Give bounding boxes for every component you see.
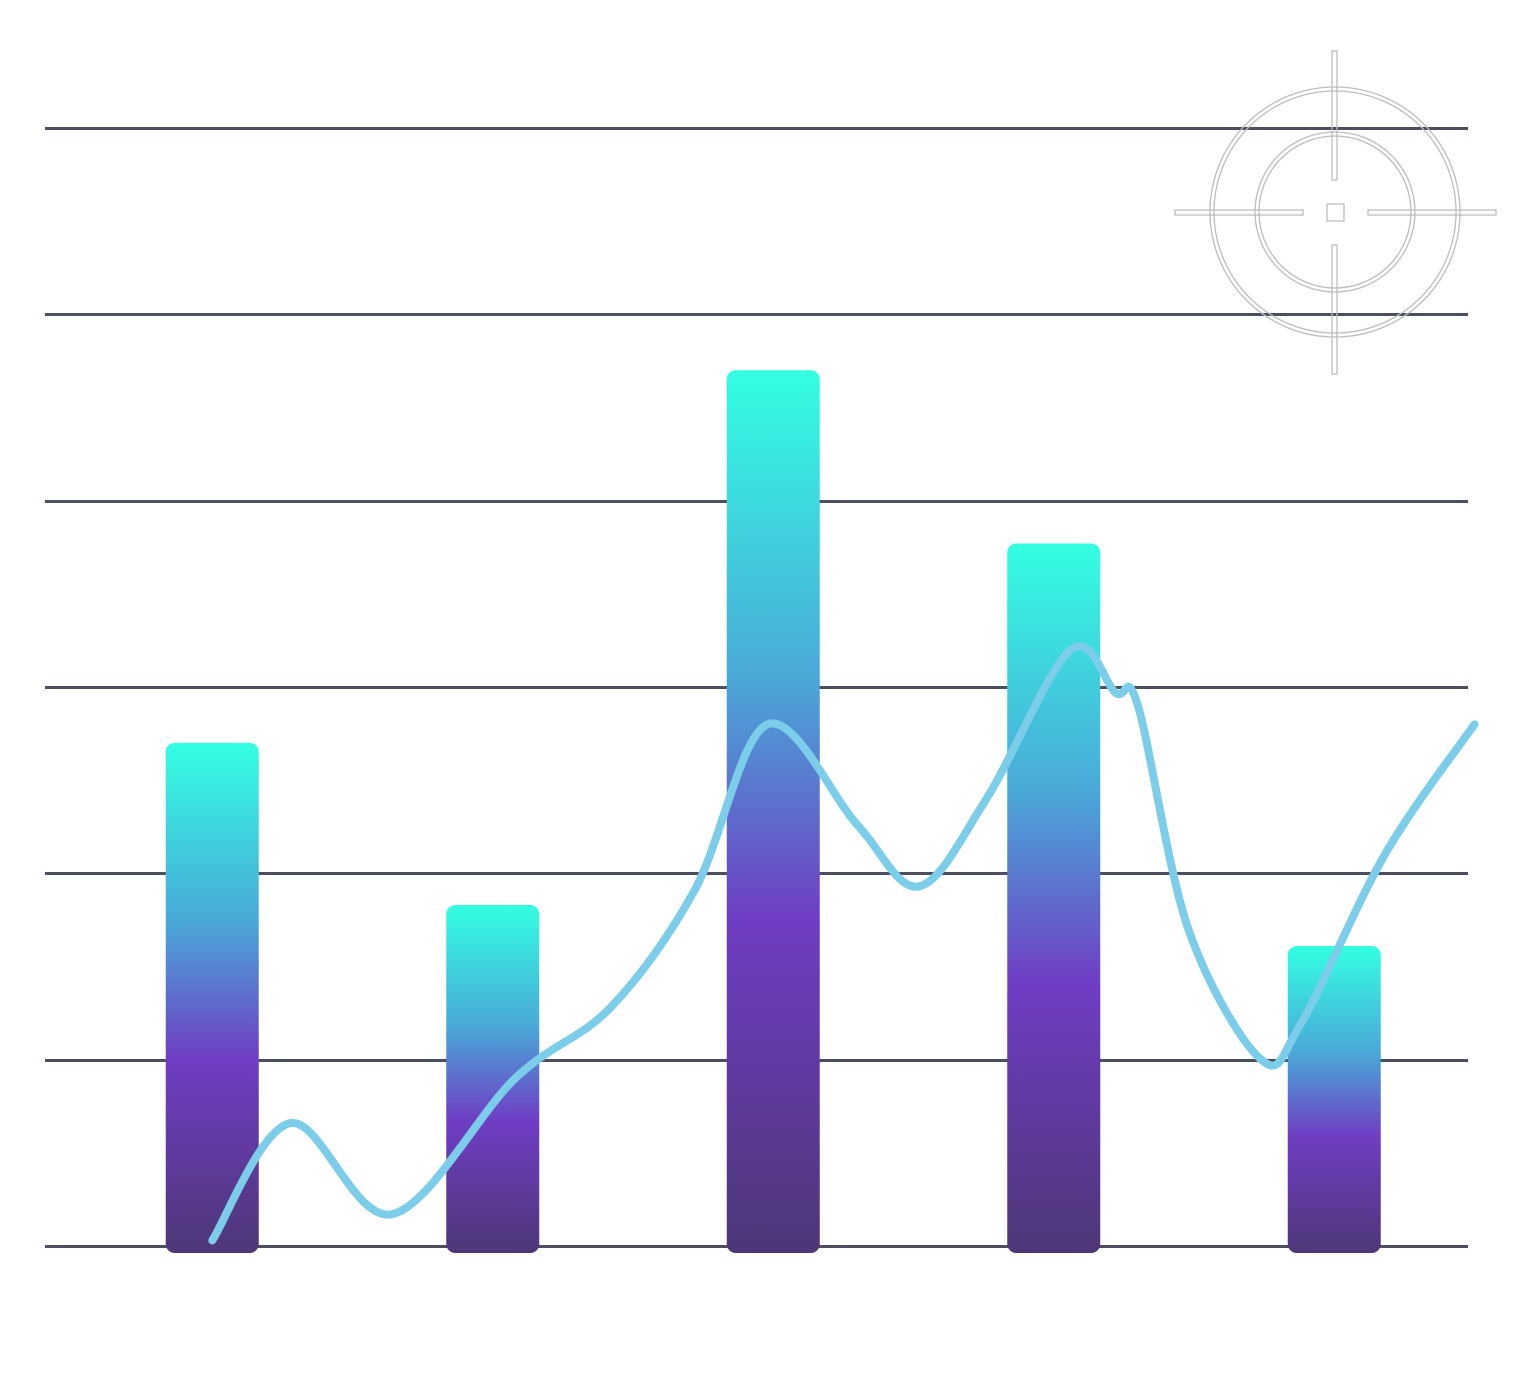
- bar-3: [726, 370, 820, 1253]
- line-series: [208, 642, 1479, 1245]
- bar-2: [446, 905, 540, 1253]
- bar-1: [165, 742, 259, 1253]
- crosshair-icon: [1174, 50, 1497, 375]
- bar-5: [1287, 946, 1381, 1253]
- line-series-path: [208, 642, 1479, 1245]
